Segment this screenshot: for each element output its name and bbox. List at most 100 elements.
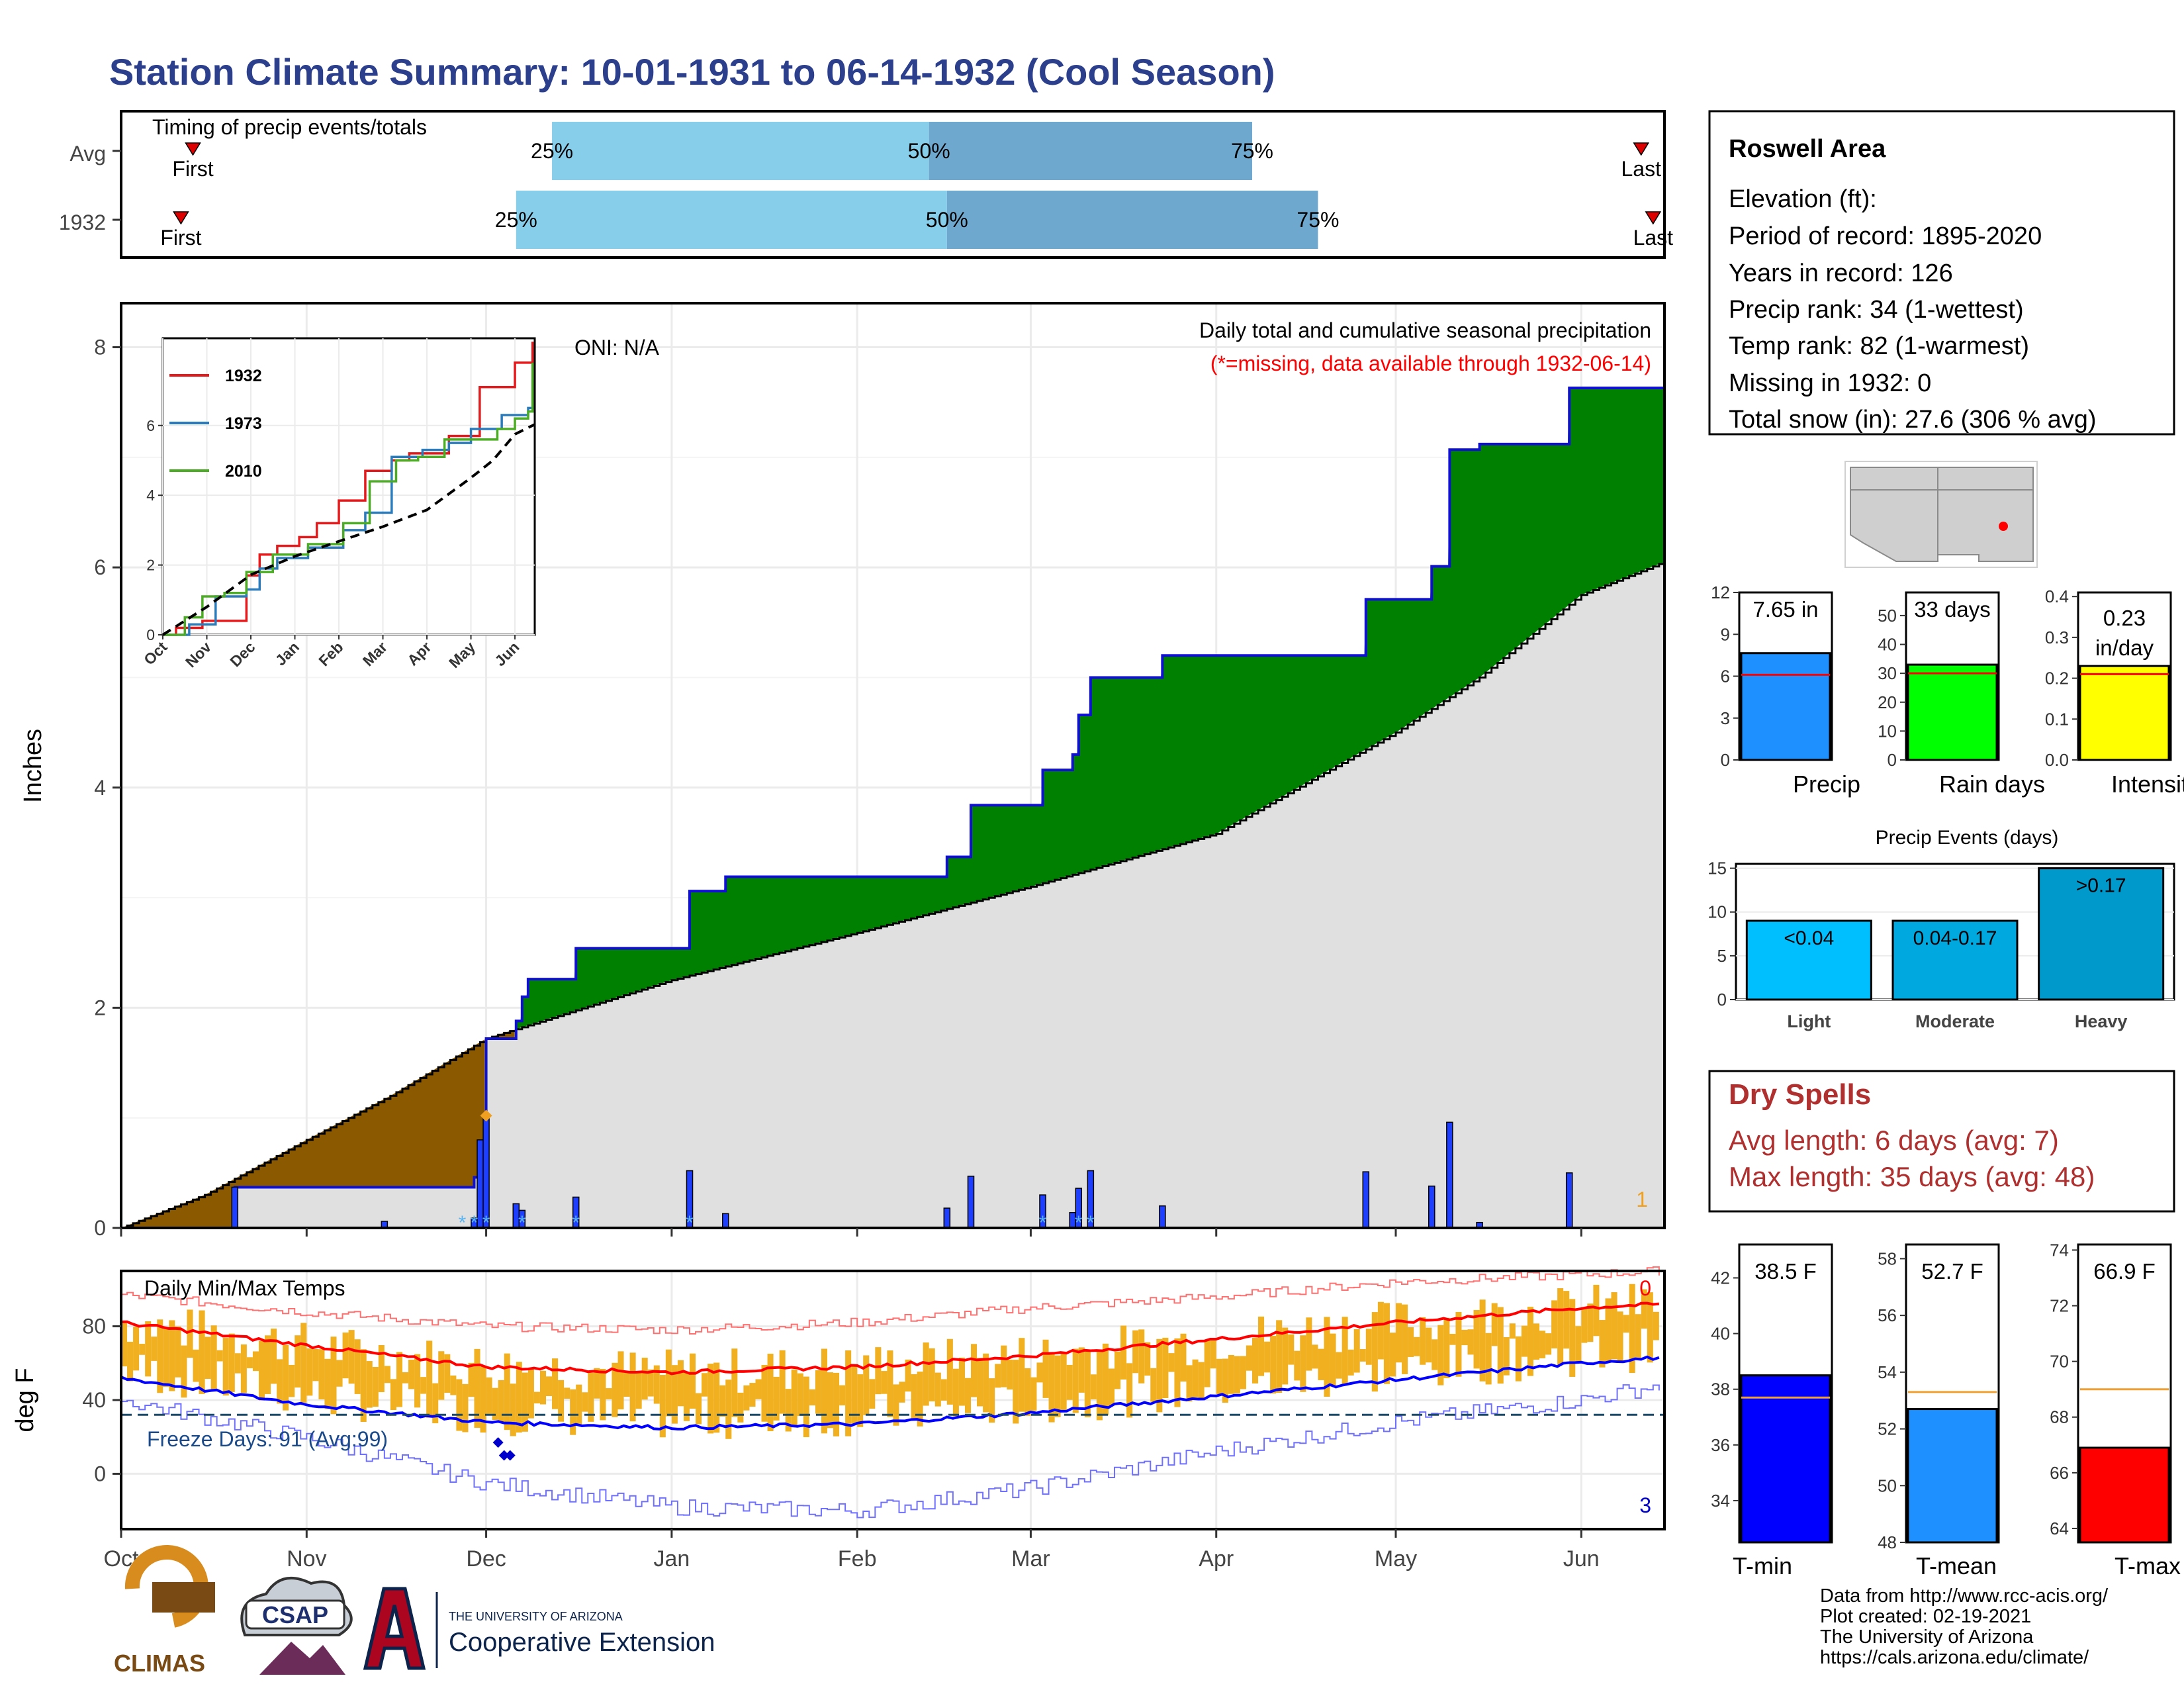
panel-y-tick-label: 30: [1878, 663, 1897, 683]
panel-y-tick-label: 12: [1711, 583, 1730, 602]
panel-value-unit: in/day: [2095, 635, 2154, 660]
precip-plot-frame: [120, 302, 1666, 1229]
record-low-line: [121, 1384, 1660, 1519]
snow-day-marker: *: [686, 1212, 694, 1234]
daily-temp-bar: [629, 1352, 636, 1422]
daily-temp-bar: [1402, 1304, 1408, 1374]
oni-label: ONI: N/A: [574, 336, 660, 359]
snow-day-marker: *: [1087, 1212, 1095, 1234]
panel-y-tick-label: 64: [2050, 1519, 2069, 1538]
daily-temp-bar: [1084, 1351, 1091, 1418]
daily-precip-bar: [482, 1115, 490, 1229]
ua-logo: THE UNIVERSITY OF ARIZONA Cooperative Ex…: [363, 1587, 715, 1670]
daily-temp-bar: [690, 1353, 696, 1409]
daily-temp-bar: [977, 1358, 983, 1407]
dry-spells-title: Dry Spells: [1729, 1078, 1871, 1111]
daily-temp-bar: [1414, 1336, 1420, 1356]
csap-logo-mountains: [259, 1642, 345, 1675]
events-bar-label: 0.04-0.17: [1913, 927, 1997, 949]
panel-y-tick-label: 50: [1878, 606, 1897, 626]
daily-temp-bar: [546, 1376, 553, 1396]
temp-summary-panels: 34 36 38 40 42 38.5 F 48 50 52 54 56 58 52.7 F 64 66…: [1711, 1240, 2181, 1579]
daily-temp-bar: [390, 1379, 396, 1411]
daily-temp-bar: [1318, 1348, 1324, 1380]
daily-temp-bar: [755, 1379, 762, 1399]
daily-temp-bar: [671, 1365, 678, 1424]
tmean-panel: 48 50 52 54 56 58 52.7 F: [1878, 1243, 2000, 1552]
daily-precip-bar: [967, 1176, 975, 1229]
daily-temp-bar: [606, 1388, 612, 1399]
daily-temp-bar: [995, 1364, 1001, 1388]
daily-temp-bar: [1096, 1352, 1103, 1421]
precip-events-chart: 0 5 10 15 <0.04 Light 0.04-0.17 Moderate >0.17 He…: [1707, 859, 2175, 1031]
panel-value-label: 38.5 F: [1754, 1259, 1817, 1284]
panel-y-tick-label: 38: [1711, 1380, 1730, 1399]
daily-temp-bar: [1156, 1338, 1163, 1413]
daily-temp-bar: [911, 1374, 917, 1419]
daily-temp-bar: [1144, 1342, 1151, 1376]
daily-temp-bar: [1276, 1320, 1283, 1393]
daily-temp-bar: [743, 1385, 750, 1411]
daily-temp-bar: [1485, 1333, 1492, 1385]
daily-temp-bar: [635, 1371, 642, 1409]
daily-temp-bar: [1587, 1303, 1594, 1342]
daily-temp-bar: [1473, 1309, 1480, 1369]
daily-temp-bar: [731, 1348, 738, 1417]
daily-temp-bar: [151, 1336, 158, 1361]
panel-value-bar: [1907, 1408, 1998, 1544]
daily-temp-bar: [1288, 1334, 1295, 1365]
panel-value-label: 7.65 in: [1752, 597, 1818, 622]
credit-line-university: The University of Arizona: [1820, 1626, 2034, 1648]
daily-temp-bar: [570, 1389, 576, 1435]
daily-temp-bar: [306, 1348, 313, 1396]
daily-temp-bar: [366, 1361, 373, 1408]
freeze-days-label: Freeze Days: 91 (Avg:99): [147, 1427, 388, 1451]
ua-logo-mark: [363, 1587, 426, 1670]
daily-temp-bar: [1509, 1323, 1516, 1339]
info-line-snow: Total snow (in): 27.6 (306 % avg): [1729, 406, 2097, 434]
daily-temp-bar: [1264, 1341, 1271, 1373]
daily-temp-bar: [653, 1365, 660, 1404]
daily-temp-bar: [1515, 1336, 1522, 1382]
daily-temp-bar: [342, 1333, 349, 1379]
daily-temp-bar: [420, 1377, 427, 1394]
daily-temp-bar: [989, 1378, 995, 1423]
timing-last-label: Last: [1621, 157, 1661, 181]
daily-temp-bar: [193, 1349, 199, 1382]
intensity-panel-label: Intensity: [2111, 771, 2184, 798]
daily-temp-bar: [797, 1373, 803, 1416]
info-line-precip-rank: Precip rank: 34 (1-wettest): [1729, 296, 2024, 324]
daily-temp-bar: [522, 1372, 528, 1432]
daily-temp-bar: [228, 1333, 235, 1392]
daily-temp-bar: [809, 1389, 815, 1406]
inset-plot-frame: [161, 337, 536, 636]
logos: CLIMAS CSAP THE UNIVERSITY OF ARIZONA Co…: [114, 1545, 715, 1677]
timing-last-marker: [1645, 211, 1662, 225]
daily-temp-bar: [964, 1378, 972, 1413]
snow-day-marker: *: [1075, 1212, 1083, 1234]
daily-temp-bar: [702, 1373, 708, 1397]
daily-temp-bar: [564, 1387, 570, 1399]
precip-y-tick-label: 2: [94, 996, 106, 1019]
daily-temp-bar: [940, 1379, 947, 1401]
daily-temp-bar: [1653, 1311, 1659, 1340]
daily-temp-bar: [725, 1380, 732, 1439]
daily-temp-bar: [815, 1370, 821, 1414]
panel-y-tick-label: 0.4: [2045, 586, 2069, 606]
inset-series-line: [163, 342, 534, 636]
panel-y-tick-label: 68: [2050, 1407, 2069, 1427]
panel-y-tick-label: 9: [1721, 624, 1730, 644]
daily-temp-bar: [665, 1349, 672, 1417]
credit-line-source: Data from http://www.rcc-acis.org/: [1820, 1585, 2109, 1607]
daily-temp-bar: [1078, 1347, 1085, 1393]
timing-first-marker: [185, 142, 201, 156]
daily-temp-bar: [1539, 1331, 1546, 1358]
daily-temp-bar: [1575, 1326, 1582, 1363]
daily-temp-bar: [623, 1373, 630, 1397]
daily-temp-bar: [1066, 1364, 1073, 1400]
panel-y-tick-label: 56: [1878, 1305, 1897, 1325]
temps-x-tick-label: Apr: [1199, 1546, 1234, 1571]
